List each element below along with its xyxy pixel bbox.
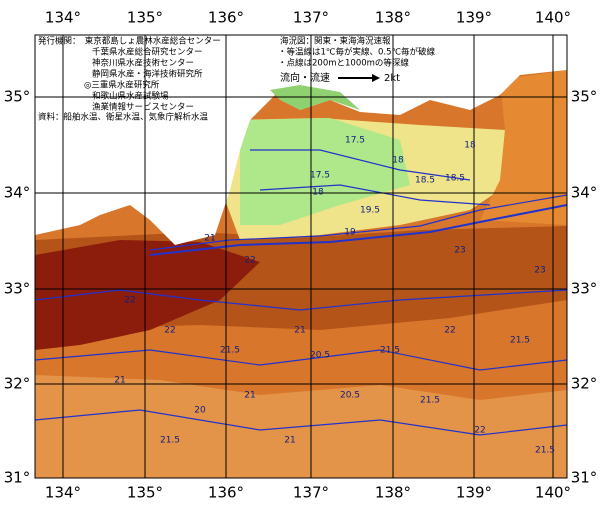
contour-label: 22 [244,256,255,266]
lon-label-bottom: 138° [375,484,411,502]
contour-label: 20.5 [310,351,330,361]
lon-label-top: 140° [535,9,571,27]
credit-line: ◎三重県水産研究所 [84,80,160,91]
contour-label: 21.5 [380,346,400,356]
credit-line: 漁業情報サービスセンター [92,102,194,113]
contour-label: 18.5 [415,176,435,186]
lon-label-bottom: 137° [293,484,329,502]
flow-label: 流向・流速 [280,71,330,84]
credit-line: 発行機関： 東京都島しょ農林水産総合センター [38,36,221,47]
contour-label: 18 [392,156,404,166]
lon-label-top: 134° [45,9,81,27]
contour-label: 20.5 [340,391,360,401]
contour-label: 17.5 [345,136,365,146]
lon-label-top: 137° [293,9,329,27]
contour-label: 21 [204,234,215,244]
contour-label: 21 [294,326,305,336]
map-area [35,35,567,478]
labels: 134° 134° 135° 135° 136° 136° 137° 137° 138° 138°… [4,9,598,502]
map-frame [34,34,568,479]
legend-line: ・点線は200mと1000mの等深線 [278,58,409,69]
lat-label-left: 33° [4,280,31,298]
lon-label-bottom: 135° [127,484,163,502]
lat-label-right: 35° [571,88,598,106]
contour-label: 21.5 [510,336,530,346]
contour-label: 18 [464,141,476,151]
isotherms [35,149,567,436]
lon-label-bottom: 134° [45,484,81,502]
lat-label-left: 32° [4,375,31,393]
contour-label: 20 [194,406,206,416]
credit-line: 神奈川県水産技術センター [92,58,194,69]
contour-label: 21 [244,391,255,401]
lat-label-right: 34° [571,184,598,202]
contour-label: 22 [124,296,135,306]
lat-label-right: 32° [571,375,598,393]
lon-label-bottom: 136° [208,484,244,502]
contour-label: 17.5 [310,171,330,181]
lat-label-left: 34° [4,184,31,202]
contour-label: 21 [114,376,125,386]
lon-label-bottom: 139° [456,484,492,502]
sea-hot-core [35,240,260,350]
contour-label: 21.5 [535,446,555,456]
contour-label: 18 [312,188,324,198]
contour-label: 19.5 [360,206,380,216]
flow-arrowhead [372,74,380,82]
credit-line: 静岡県水産・海洋技術研究所 [92,69,203,80]
legend-line: 海況図：関東・東海海況速報 [280,36,391,47]
contour-label: 18.5 [445,174,465,184]
contour-label: 22 [474,426,485,436]
contour-label: 23 [534,266,545,276]
sea-cool [240,118,410,225]
lat-label-right: 33° [571,280,598,298]
lat-label-left: 35° [4,88,31,106]
contour-label: 21.5 [220,346,240,356]
contour-label: 21 [284,436,295,446]
contour-label: 22 [444,326,455,336]
contour-label: 23 [454,246,465,256]
lon-label-top: 139° [456,9,492,27]
lon-label-top: 136° [208,9,244,27]
contour-label: 19 [344,228,356,238]
lon-label-bottom: 140° [535,484,571,502]
contour-label: 21.5 [420,396,440,406]
credit-line: 千葉県水産総合研究センター [92,47,203,58]
lat-label-right: 31° [571,469,598,487]
sea-izu [480,70,567,225]
legend-line: ・等温線は1℃毎が実線、0.5℃毎が破線 [278,47,436,58]
lon-label-top: 138° [375,9,411,27]
contour-label: 21.5 [160,436,180,446]
credit-line: 資料：船舶水温、衛星水温、気象庁解析水温 [38,112,209,123]
lon-label-top: 135° [127,9,163,27]
flow-unit: 2kt [384,73,400,84]
contour-label: 22 [164,326,175,336]
credit-line: 和歌山県水産試験場 [92,91,169,102]
graticule [35,35,567,478]
lat-label-left: 31° [4,469,31,487]
